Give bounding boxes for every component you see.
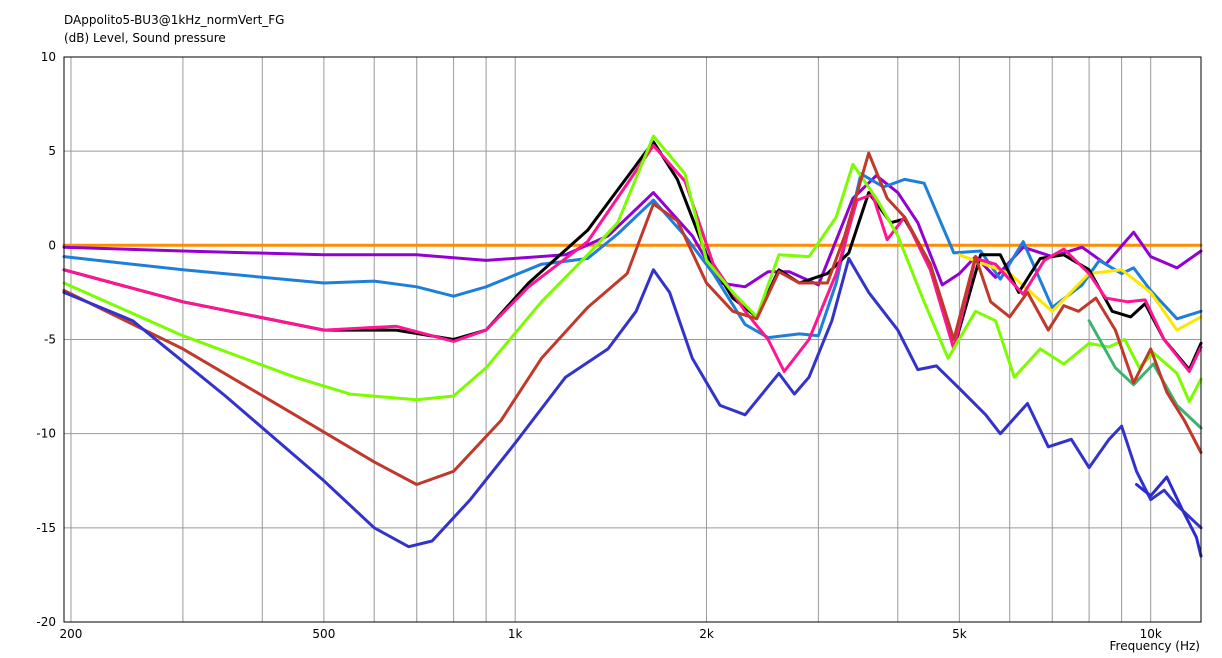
y-tick-label: 0	[48, 238, 56, 252]
series-lines	[62, 134, 1203, 558]
y-tick-label: 10	[41, 50, 56, 64]
x-tick-label: 10k	[1140, 627, 1162, 641]
y-tick-label: -10	[36, 427, 56, 441]
plot-frame	[63, 56, 1202, 623]
chart-title: DAppolito5-BU3@1kHz_normVert_FG	[64, 13, 285, 27]
x-tick-label: 1k	[508, 627, 523, 641]
grid	[64, 56, 1201, 623]
x-tick-label: 5k	[952, 627, 967, 641]
series-line-10	[62, 257, 1203, 549]
y-axis-label: (dB) Level, Sound pressure	[64, 31, 226, 45]
series-line-2	[62, 174, 1203, 289]
y-tick-label: -5	[44, 333, 56, 347]
y-tick-labels: 10 5 0 -5 -10 -15 -20	[36, 50, 56, 629]
x-tick-label: 2k	[699, 627, 714, 641]
series-line-9	[62, 151, 1203, 486]
x-tick-label: 200	[60, 627, 83, 641]
x-axis-label: Frequency (Hz)	[1109, 639, 1201, 653]
series-line-7	[62, 134, 1203, 404]
series-line-4	[957, 253, 1203, 332]
series-line-8	[1087, 319, 1203, 430]
x-tick-label: 500	[312, 627, 335, 641]
y-tick-label: -20	[36, 615, 56, 629]
series-line-11	[1135, 475, 1203, 558]
series-line-6	[62, 144, 1203, 373]
x-tick-labels: 200 500 1k 2k 5k 10k	[60, 627, 1162, 641]
y-tick-label: -15	[36, 521, 56, 535]
y-tick-label: 5	[48, 144, 56, 158]
